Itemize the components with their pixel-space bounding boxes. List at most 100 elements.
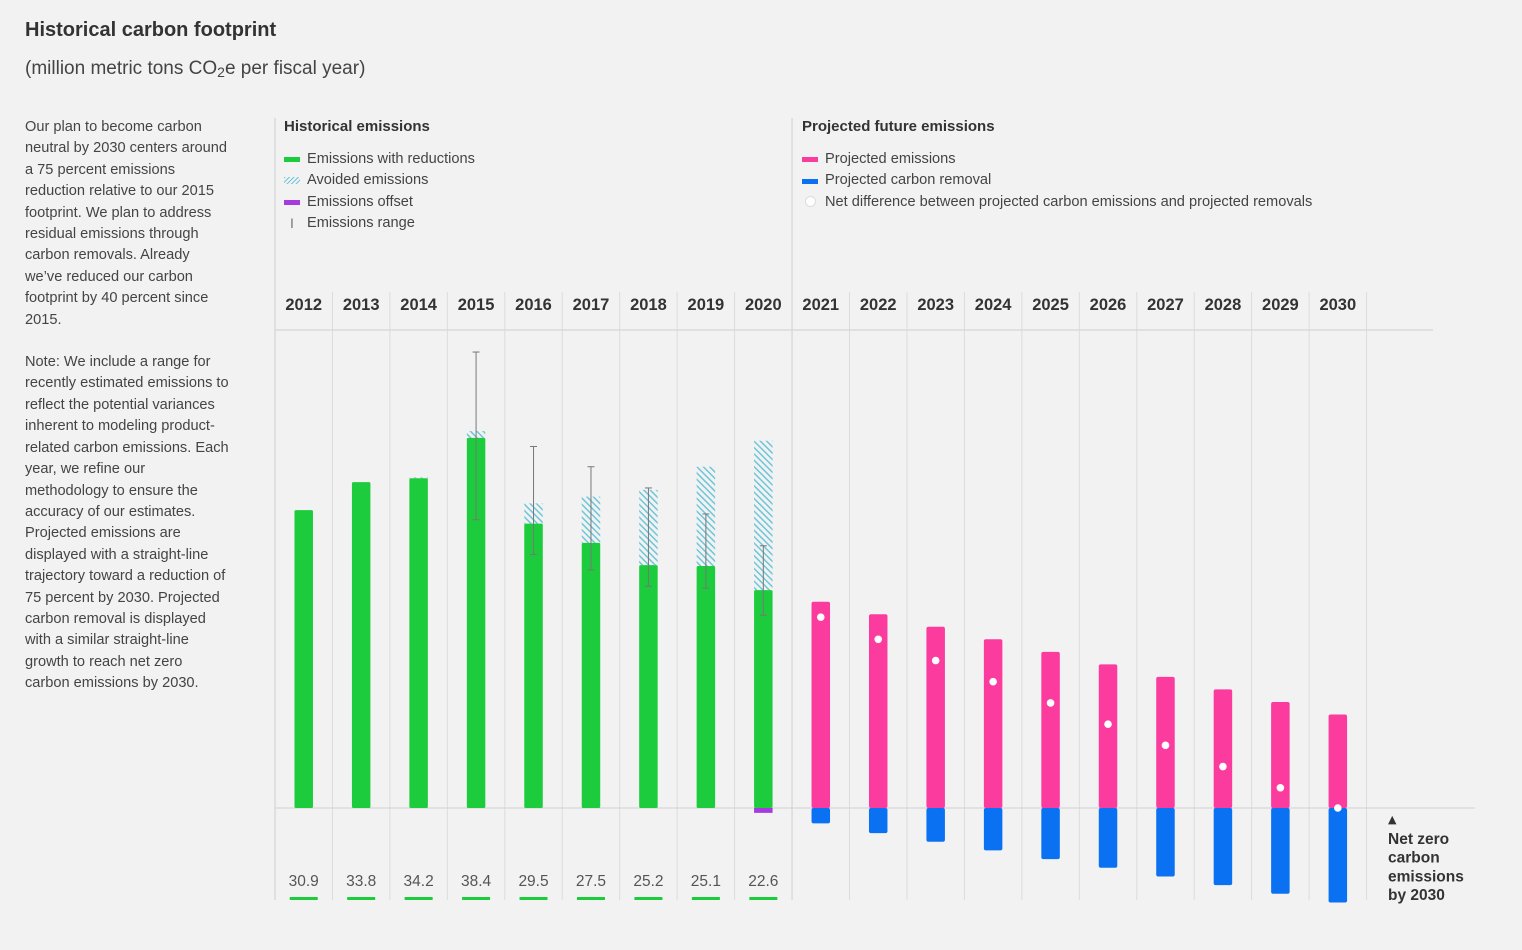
value-underline bbox=[519, 897, 548, 900]
value-label: 29.5 bbox=[518, 873, 548, 890]
projected-emissions-bar bbox=[1213, 689, 1233, 808]
net-zero-marker-icon: ▲ bbox=[1388, 813, 1397, 826]
value-label: 27.5 bbox=[576, 873, 606, 890]
value-label: 34.2 bbox=[404, 873, 434, 890]
avoided-emissions-bar bbox=[409, 477, 428, 479]
legend-projected-heading: Projected future emissions bbox=[802, 118, 995, 135]
year-label: 2026 bbox=[1090, 296, 1127, 314]
projected-removal-bar bbox=[1098, 808, 1118, 868]
year-label: 2020 bbox=[745, 296, 782, 314]
year-label: 2029 bbox=[1262, 296, 1299, 314]
legend-historical: Emissions with reductions Avoided emissi… bbox=[284, 148, 475, 234]
year-label: 2018 bbox=[630, 296, 667, 314]
emissions-bar bbox=[581, 542, 601, 808]
value-label: 30.9 bbox=[289, 873, 319, 890]
net-zero-annotation-line: emissions bbox=[1388, 868, 1464, 885]
avoided-emissions-bar bbox=[754, 440, 773, 591]
legend-item-emissions: Emissions with reductions bbox=[284, 148, 475, 170]
net-difference-dot bbox=[931, 656, 940, 665]
legend-item-projected: Projected emissions bbox=[802, 148, 1312, 170]
net-difference-dot bbox=[874, 635, 883, 644]
value-label: 25.2 bbox=[633, 873, 663, 890]
legend-label-net: Net difference between projected carbon … bbox=[825, 193, 1313, 210]
legend-label-range: Emissions range bbox=[307, 215, 415, 232]
legend-label-removal: Projected carbon removal bbox=[825, 172, 992, 189]
projected-removal-bar bbox=[983, 808, 1003, 851]
emissions-bar bbox=[409, 478, 428, 808]
value-underline bbox=[691, 897, 720, 900]
net-difference-dot bbox=[1334, 804, 1342, 812]
year-label: 2027 bbox=[1147, 296, 1184, 314]
emissions-bar bbox=[524, 523, 543, 808]
legend-label-offset: Emissions offset bbox=[307, 193, 413, 210]
year-label: 2024 bbox=[975, 296, 1013, 314]
projected-emissions-bar bbox=[1328, 714, 1348, 808]
projected-emissions-bar bbox=[1098, 664, 1118, 808]
legend-item-removal: Projected carbon removal bbox=[802, 170, 1312, 192]
legend-item-offset: Emissions offset bbox=[284, 191, 475, 213]
legend-swatch-offset bbox=[284, 200, 300, 206]
value-label: 33.8 bbox=[346, 873, 376, 890]
projected-removal-bar bbox=[926, 808, 945, 842]
net-difference-dot bbox=[1161, 741, 1170, 750]
projected-removal-bar bbox=[811, 808, 831, 824]
projected-removal-bar bbox=[1271, 808, 1290, 894]
value-underline bbox=[634, 897, 663, 900]
legend-swatch-emissions bbox=[284, 157, 300, 163]
subtitle-suffix: e per fiscal year) bbox=[224, 58, 366, 79]
projected-removal-bar bbox=[868, 808, 888, 834]
year-label: 2013 bbox=[343, 296, 380, 314]
sidebar-notes: Our plan to become carbon neutral by 203… bbox=[25, 117, 230, 716]
subtitle-subscript: 2 bbox=[217, 64, 225, 80]
sidebar-paragraph-plan: Our plan to become carbon neutral by 203… bbox=[25, 119, 228, 328]
projected-emissions-bar bbox=[1271, 701, 1290, 808]
year-label: 2012 bbox=[285, 296, 322, 314]
legend-item-avoided: Avoided emissions bbox=[284, 170, 475, 192]
page-title: Historical carbon footprint bbox=[25, 19, 277, 41]
sidebar-paragraph-note: Note: We include a range for recently es… bbox=[25, 354, 229, 692]
emissions-bar bbox=[466, 437, 486, 808]
emissions-bar bbox=[351, 482, 371, 808]
net-difference-dot bbox=[1219, 762, 1227, 771]
legend-swatch-projected bbox=[802, 157, 818, 163]
legend-label-emissions: Emissions with reductions bbox=[307, 150, 475, 167]
value-underline bbox=[462, 897, 491, 900]
year-label: 2021 bbox=[802, 296, 839, 314]
net-dot-icon bbox=[802, 196, 818, 208]
legend-item-range: I Emissions range bbox=[284, 213, 475, 235]
emissions-offset-bar bbox=[754, 808, 773, 813]
projected-removal-bar bbox=[1156, 808, 1175, 877]
emissions-bar bbox=[639, 565, 658, 808]
year-label: 2016 bbox=[515, 296, 552, 314]
year-label: 2028 bbox=[1205, 296, 1242, 314]
net-zero-annotation-line: carbon bbox=[1388, 850, 1440, 867]
year-label: 2014 bbox=[400, 296, 438, 314]
projected-emissions-bar bbox=[811, 601, 831, 808]
value-underline bbox=[749, 897, 778, 900]
emissions-bar bbox=[696, 566, 716, 808]
legend-historical-heading: Historical emissions bbox=[284, 118, 430, 135]
year-label: 2019 bbox=[688, 296, 725, 314]
year-label: 2025 bbox=[1032, 296, 1069, 314]
projected-emissions-bar bbox=[1041, 651, 1060, 808]
year-label: 2022 bbox=[860, 296, 897, 314]
legend-projected: Projected emissions Projected carbon rem… bbox=[802, 148, 1312, 213]
emissions-bar bbox=[754, 590, 773, 808]
value-label: 38.4 bbox=[461, 873, 492, 890]
projected-removal-bar bbox=[1213, 808, 1233, 886]
page-subtitle: (million metric tons CO2e per fiscal yea… bbox=[25, 58, 365, 80]
legend-swatch-removal bbox=[802, 178, 818, 184]
legend-label-projected: Projected emissions bbox=[825, 150, 956, 167]
projected-emissions-bar bbox=[868, 614, 888, 808]
emissions-bar bbox=[294, 510, 313, 808]
value-underline bbox=[347, 897, 376, 900]
value-underline bbox=[289, 897, 318, 900]
range-bar-icon: I bbox=[290, 215, 294, 232]
year-label: 2015 bbox=[458, 296, 495, 314]
value-underline bbox=[576, 897, 605, 900]
projected-removal-bar bbox=[1041, 808, 1060, 860]
net-zero-annotation-line: Net zero bbox=[1388, 831, 1449, 848]
net-difference-dot bbox=[1276, 783, 1285, 792]
net-difference-dot bbox=[816, 613, 825, 621]
net-difference-dot bbox=[1046, 699, 1055, 707]
